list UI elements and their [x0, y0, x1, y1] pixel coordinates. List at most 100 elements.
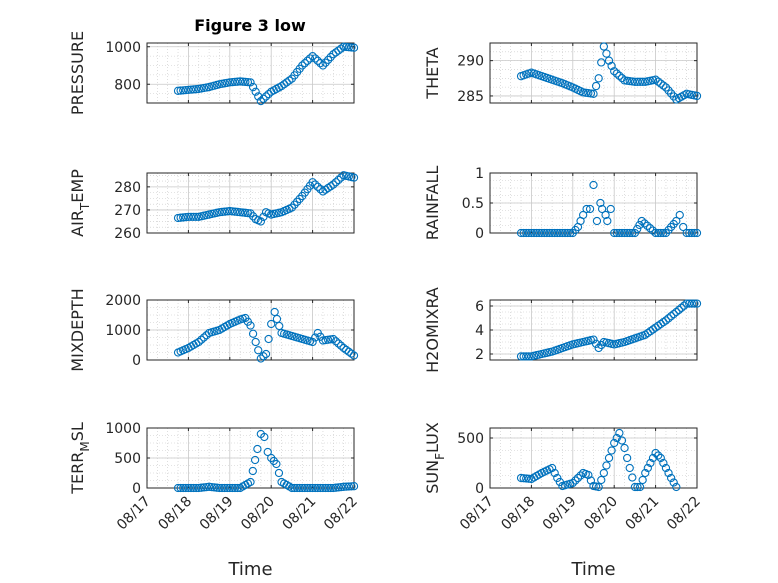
data-point — [254, 346, 263, 355]
data-point — [568, 478, 577, 488]
data-point — [261, 92, 271, 101]
data-point — [589, 335, 598, 344]
data-point — [228, 207, 237, 216]
data-point — [615, 428, 624, 438]
data-point — [651, 75, 660, 84]
data-point — [633, 224, 642, 234]
data-point — [516, 352, 526, 361]
data-point — [292, 197, 302, 206]
data-point — [220, 207, 229, 216]
data-point — [654, 228, 663, 238]
data-point — [217, 483, 227, 493]
data-point — [173, 483, 183, 493]
data-point — [645, 224, 655, 233]
data-point — [628, 77, 637, 86]
data-point — [186, 483, 196, 493]
data-point — [308, 178, 317, 187]
data-point — [591, 81, 601, 91]
data-point — [529, 228, 539, 238]
data-point — [173, 213, 183, 223]
data-point — [295, 483, 304, 493]
data-point — [215, 208, 224, 217]
data-point — [342, 482, 351, 491]
data-point — [176, 483, 185, 493]
data-point — [659, 81, 668, 90]
data-point — [594, 482, 603, 492]
data-point — [233, 77, 242, 86]
data-point — [238, 208, 247, 217]
data-point — [292, 483, 302, 493]
y-tick-label: 1000 — [105, 421, 141, 437]
data-point — [599, 468, 608, 478]
data-point — [586, 89, 596, 98]
y-tick-label: 285 — [457, 89, 484, 105]
data-point — [326, 182, 335, 191]
data-point — [184, 85, 193, 95]
data-point — [250, 455, 260, 465]
data-point — [220, 483, 229, 493]
data-point — [251, 87, 260, 96]
data-point — [690, 228, 699, 238]
data-point — [186, 212, 196, 221]
data-point — [537, 228, 546, 238]
data-point — [592, 216, 602, 226]
x-tick-label: 08/19 — [197, 494, 237, 534]
y-tick-label: 0 — [132, 353, 141, 369]
data-point — [329, 483, 338, 493]
data-point — [601, 210, 610, 220]
data-point — [181, 483, 190, 493]
data-point — [300, 59, 309, 68]
data-point — [264, 334, 273, 344]
data-point — [633, 482, 642, 492]
x-tick-label: 08/21 — [623, 494, 663, 534]
y-axis-label: AIRTEMP — [68, 169, 92, 237]
panel-pressure: 800 1000 PRESSURE — [68, 31, 359, 115]
data-point — [610, 438, 619, 448]
y-tick-label: 270 — [114, 203, 141, 219]
data-point — [305, 483, 315, 493]
y-tick-label: 800 — [114, 77, 141, 93]
y-tick-label: 290 — [457, 54, 484, 70]
panel-rainfall: 0 0.5 1 RAINFALL — [423, 166, 702, 242]
data-point — [612, 228, 621, 238]
panel-h2omixra: 2 4 6 H2OMIXRA — [423, 287, 702, 373]
axes-box — [489, 427, 698, 489]
data-point — [311, 180, 320, 189]
data-point — [690, 299, 699, 308]
data-point — [248, 82, 258, 92]
data-point — [664, 314, 673, 323]
data-point — [606, 204, 615, 214]
data-point — [321, 483, 330, 493]
data-point — [311, 483, 320, 493]
data-point — [344, 43, 353, 52]
data-point — [522, 474, 531, 483]
data-point — [230, 77, 240, 87]
data-point — [610, 67, 619, 76]
data-point — [604, 453, 614, 463]
data-point — [246, 321, 255, 330]
data-point — [274, 468, 284, 478]
data-point — [298, 61, 307, 70]
data-point — [582, 204, 591, 214]
panel-terr_msl: 0 500 1000 TERRMSL 08/17 08/18 08/19 08/20 08/21… — [68, 421, 361, 580]
data-point — [321, 58, 330, 67]
data-point — [336, 341, 346, 350]
x-axis-label: Time — [570, 559, 615, 580]
data-point — [620, 443, 629, 453]
data-point — [617, 228, 627, 238]
data-point — [184, 212, 193, 221]
data-point — [336, 482, 346, 492]
data-point — [311, 333, 320, 342]
data-point — [558, 228, 567, 238]
data-point — [192, 85, 201, 94]
data-point — [519, 352, 528, 361]
data-point — [241, 77, 250, 87]
x-tick-label: 08/19 — [540, 494, 580, 534]
data-point — [615, 71, 624, 80]
data-point — [659, 458, 668, 468]
data-point — [560, 228, 570, 238]
data-point — [290, 200, 299, 209]
data-point — [666, 473, 676, 483]
data-point — [212, 483, 222, 492]
data-point — [251, 337, 260, 347]
